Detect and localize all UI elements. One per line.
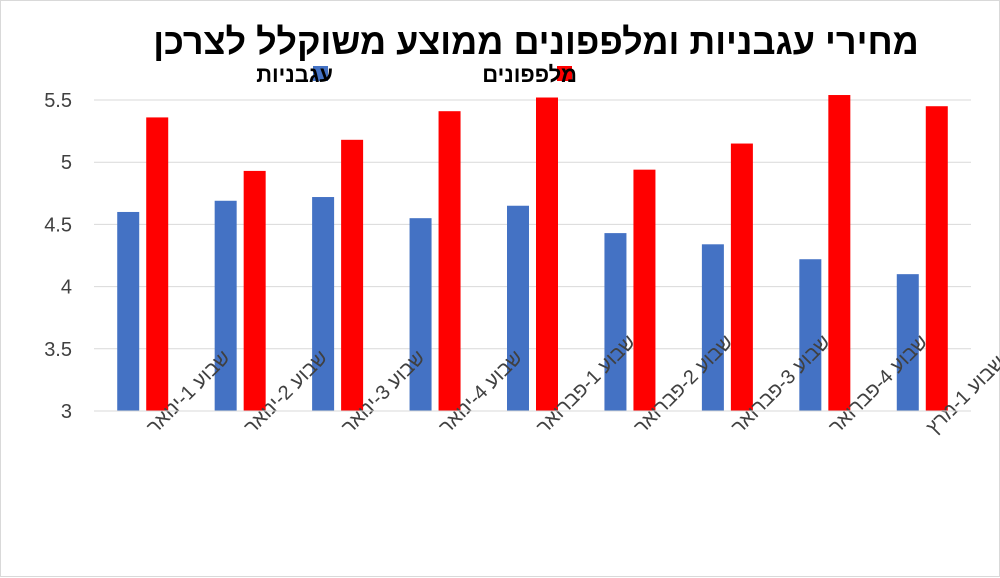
y-tick-label: 3.5 [44, 339, 72, 361]
bar-tomatoes [117, 211, 140, 411]
y-tick-label: 4 [61, 277, 72, 299]
bar-cucumbers [633, 169, 656, 411]
bar-tomatoes [701, 244, 724, 411]
bar-cucumbers [730, 143, 753, 412]
y-tick-label: 3 [61, 401, 72, 423]
legend-swatch-tomatoes [313, 66, 328, 81]
bar-cucumbers [341, 139, 364, 412]
y-tick-label: 5 [61, 152, 72, 174]
y-tick-label: 4.5 [44, 214, 72, 236]
bar-cucumbers [146, 117, 169, 411]
y-axis: 3 3.5 4 4.5 5 5.5 [44, 90, 72, 423]
bar-tomatoes [799, 259, 822, 411]
chart-title: מחירי עגבניות ומלפפונים ממוצע משוקלל לצר… [153, 21, 919, 62]
legend-item-tomatoes: עגבניות [256, 62, 333, 87]
bar-cucumbers [243, 170, 266, 411]
legend-swatch-cucumbers [557, 66, 572, 81]
bar-tomatoes [214, 200, 237, 411]
bar-cucumbers [828, 95, 851, 412]
bar-tomatoes [312, 197, 335, 411]
bar-tomatoes [896, 274, 919, 411]
legend-label-cucumbers: מלפפונים [482, 62, 577, 87]
bar-cucumbers [536, 97, 558, 412]
bar-tomatoes [507, 205, 529, 411]
legend: עגבניות מלפפונים [256, 62, 577, 87]
legend-label-tomatoes: עגבניות [256, 62, 333, 87]
bar-tomatoes [409, 218, 432, 411]
bars [117, 95, 948, 412]
legend-item-cucumbers: מלפפונים [482, 62, 577, 87]
y-tick-label: 5.5 [44, 90, 72, 112]
bar-cucumbers [925, 106, 948, 411]
bar-cucumbers [438, 111, 461, 412]
bar-tomatoes [604, 233, 627, 411]
